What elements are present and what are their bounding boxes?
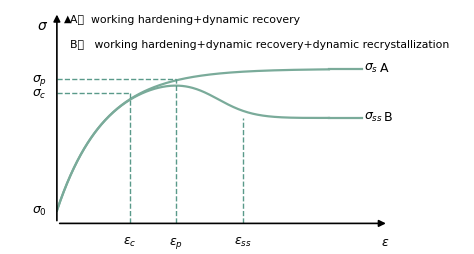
Text: ▲: ▲	[64, 14, 71, 24]
Text: A：  working hardening+dynamic recovery: A： working hardening+dynamic recovery	[70, 15, 300, 25]
Text: $\varepsilon_p$: $\varepsilon_p$	[169, 235, 183, 250]
Text: A: A	[380, 61, 389, 74]
Text: $\sigma$: $\sigma$	[37, 19, 48, 33]
Text: B：   working hardening+dynamic recovery+dynamic recrystallization: B： working hardening+dynamic recovery+dy…	[70, 40, 449, 50]
Text: $\sigma_c$: $\sigma_c$	[32, 87, 47, 100]
Text: B: B	[383, 110, 392, 123]
Text: $\sigma_p$: $\sigma_p$	[32, 73, 47, 88]
Text: $\sigma_0$: $\sigma_0$	[32, 204, 47, 217]
Text: $\varepsilon_c$: $\varepsilon_c$	[123, 235, 137, 248]
Text: $\varepsilon$: $\varepsilon$	[381, 235, 390, 248]
Text: $\sigma_{ss}$: $\sigma_{ss}$	[364, 110, 383, 123]
Text: $\varepsilon_{ss}$: $\varepsilon_{ss}$	[234, 235, 252, 248]
Text: $\sigma_s$: $\sigma_s$	[364, 61, 378, 74]
